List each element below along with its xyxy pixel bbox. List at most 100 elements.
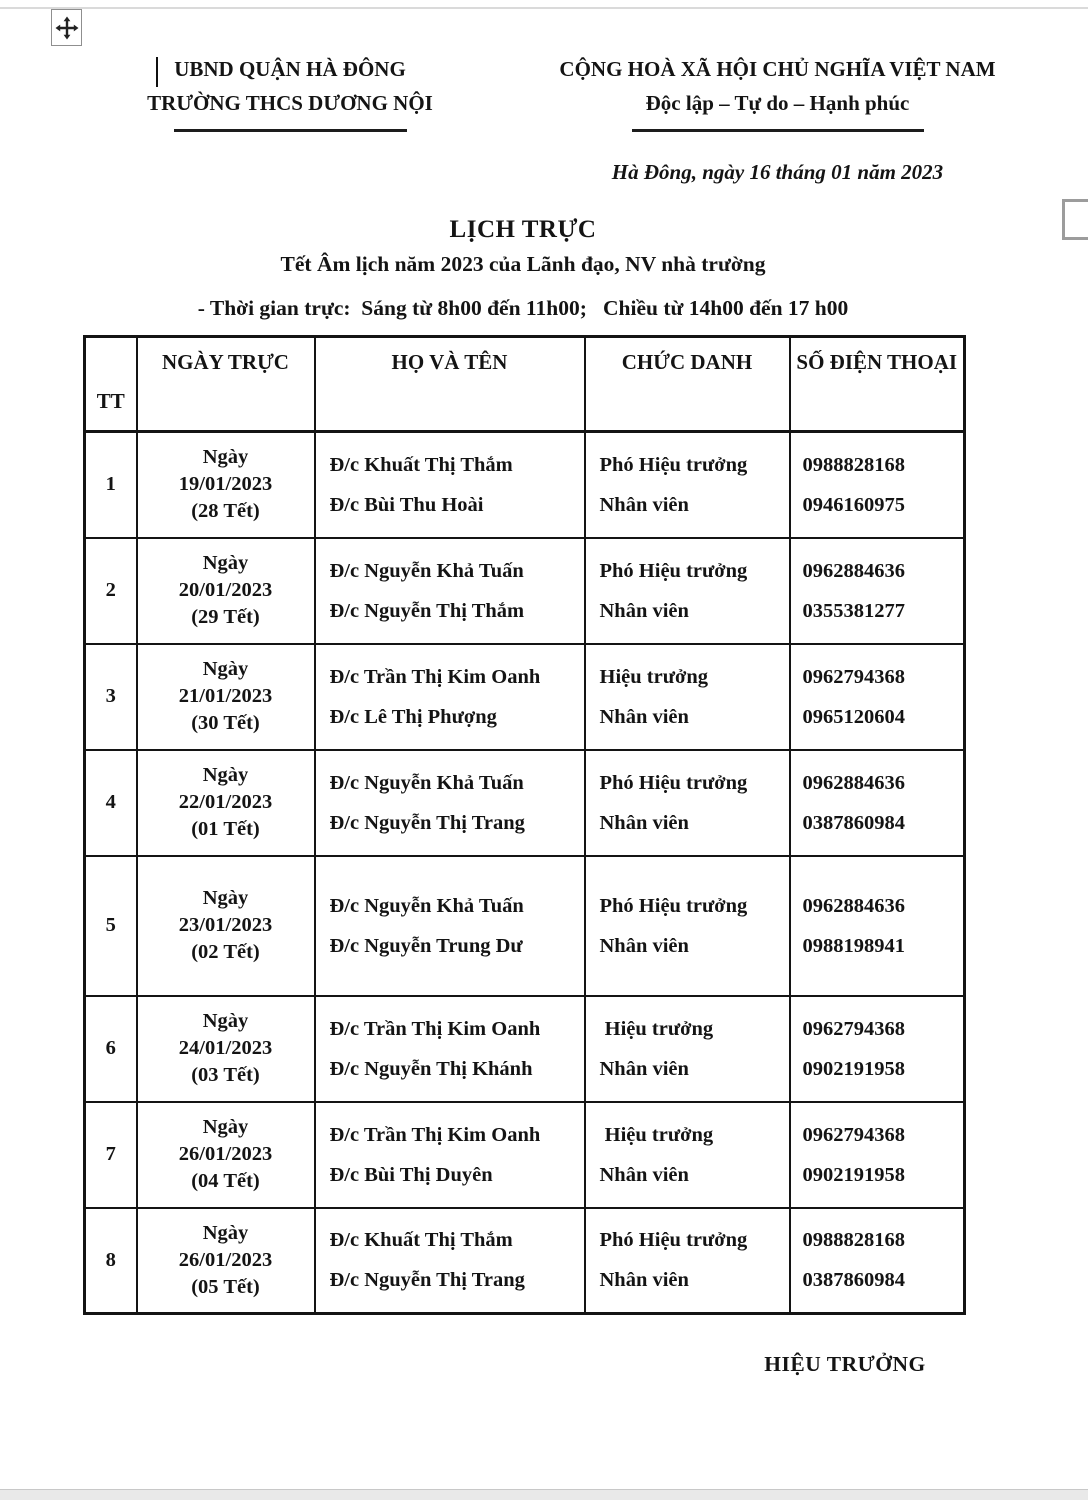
motto-underline xyxy=(631,129,924,132)
page-top-edge xyxy=(0,7,1088,9)
phone-numbers-cell-line: 0902191958 xyxy=(802,1057,906,1080)
phone-numbers-cell-line: 0902191958 xyxy=(802,1163,906,1186)
phone-numbers-cell-line: 0962794368 xyxy=(802,1123,906,1146)
duty-table-body: 1 Ngày 19/01/2023 (28 Tết) Đ/c Khuất Thị Thắ… xyxy=(83,430,966,1315)
duty-date-cell-line: 21/01/2023 xyxy=(178,685,273,707)
column-header-phone: SỐ ĐIỆN THOẠI xyxy=(788,335,966,433)
row-index-cell: 5 xyxy=(83,854,138,997)
staff-names-cell-line: Đ/c Trần Thị Kim Oanh xyxy=(329,665,541,688)
duty-date-cell-line: (29 Tết) xyxy=(191,606,260,628)
move-cross-icon xyxy=(55,16,79,40)
bottom-scroll-strip[interactable] xyxy=(0,1489,1088,1500)
duty-date-cell-line: (03 Tết) xyxy=(191,1064,260,1086)
staff-roles-cell-line: Phó Hiệu trưởng xyxy=(599,894,748,917)
table-move-handle[interactable] xyxy=(51,9,82,46)
staff-roles-cell-line: Phó Hiệu trưởng xyxy=(599,559,748,582)
staff-names-cell-line: Đ/c Nguyễn Thị Thắm xyxy=(329,599,525,622)
duty-date-cell-line: (04 Tết) xyxy=(191,1170,260,1192)
row-index-cell: 7 xyxy=(83,1100,138,1209)
table-row: 2 Ngày 20/01/2023 (29 Tết) Đ/c Nguyễn Khả Tu… xyxy=(83,536,966,645)
table-row: 5 Ngày 23/01/2023 (02 Tết) Đ/c Nguyễn Khả Tu… xyxy=(83,854,966,997)
staff-roles-cell-line: Nhân viên xyxy=(599,1057,689,1080)
staff-names-cell-line: Đ/c Trần Thị Kim Oanh xyxy=(329,1017,541,1040)
duty-date-cell: Ngày 21/01/2023 (30 Tết) xyxy=(135,642,316,751)
national-title: CỘNG HOÀ XÃ HỘI CHỦ NGHĨA VIỆT NAM xyxy=(559,57,996,81)
duty-date-cell-line: 23/01/2023 xyxy=(178,914,273,936)
org-underline xyxy=(173,129,407,132)
phone-numbers-cell-line: 0387860984 xyxy=(802,811,906,834)
staff-names-cell-line: Đ/c Lê Thị Phượng xyxy=(329,705,497,728)
staff-names-cell: Đ/c Nguyễn Khả Tuấn Đ/c Nguyễn Trung Dư xyxy=(313,854,586,997)
duty-date-cell-line: (01 Tết) xyxy=(191,818,260,840)
staff-names-cell-line: Đ/c Nguyễn Thị Trang xyxy=(329,811,525,834)
staff-roles-cell-line: Nhân viên xyxy=(599,599,689,622)
phone-numbers-cell: 0962794368 0902191958 xyxy=(788,994,966,1103)
national-motto: Độc lập – Tự do – Hạnh phúc xyxy=(645,91,910,115)
row-index-cell-line: 6 xyxy=(105,1037,116,1059)
staff-names-cell-line: Đ/c Bùi Thu Hoài xyxy=(329,493,484,516)
duty-date-cell-line: Ngày xyxy=(202,1116,249,1138)
phone-numbers-cell-line: 0962794368 xyxy=(802,665,906,688)
staff-roles-cell: Phó Hiệu trưởng Nhân viên xyxy=(583,536,791,645)
org-header-block: UBND QUẬN HÀ ĐÔNG TRƯỜNG THCS DƯƠNG NỘI xyxy=(110,52,470,132)
staff-roles-cell-line: Phó Hiệu trưởng xyxy=(599,1229,748,1252)
staff-roles-cell: Phó Hiệu trưởng Nhân viên xyxy=(583,854,791,997)
staff-roles-cell-line: Nhân viên xyxy=(599,811,689,834)
staff-names-cell-line: Đ/c Bùi Thị Duyên xyxy=(329,1163,493,1186)
duty-date-cell-line: Ngày xyxy=(202,1221,249,1244)
duty-date-cell: Ngày 20/01/2023 (29 Tết) xyxy=(135,536,316,645)
row-index-cell-line: 1 xyxy=(105,473,116,496)
staff-roles-cell: Hiệu trưởng Nhân viên xyxy=(583,1100,791,1209)
staff-roles-cell-line: Phó Hiệu trưởng xyxy=(599,771,748,794)
duty-date-cell-line: Ngày xyxy=(202,1010,249,1032)
staff-roles-cell-line: Hiệu trưởng xyxy=(599,1017,714,1040)
dateline: Hà Đông, ngày 16 tháng 01 năm 2023 xyxy=(611,160,944,184)
row-index-cell-line: 5 xyxy=(105,914,116,936)
staff-names-cell-line: Đ/c Nguyễn Thị Khánh xyxy=(329,1057,533,1080)
staff-names-cell-line: Đ/c Nguyễn Khả Tuấn xyxy=(329,771,524,794)
duty-date-cell-line: 26/01/2023 xyxy=(178,1143,273,1165)
staff-roles-cell: Phó Hiệu trưởng Nhân viên xyxy=(583,430,791,539)
staff-roles-cell-line: Nhân viên xyxy=(599,705,689,728)
margin-anchor-box xyxy=(1062,199,1088,240)
staff-names-cell-line: Đ/c Khuất Thị Thắm xyxy=(329,453,513,476)
phone-numbers-cell-line: 0962794368 xyxy=(802,1017,906,1040)
table-row: 7 Ngày 26/01/2023 (04 Tết) Đ/c Trần Thị Kim … xyxy=(83,1100,966,1209)
duty-date-cell-line: Ngày xyxy=(202,446,249,469)
phone-numbers-cell: 0962794368 0902191958 xyxy=(788,1100,966,1209)
duty-date-cell-line: (28 Tết) xyxy=(191,500,260,523)
staff-names-cell: Đ/c Nguyễn Khả Tuấn Đ/c Nguyễn Thị Thắm xyxy=(313,536,586,645)
row-index-cell: 6 xyxy=(83,994,138,1103)
duty-date-cell-line: (02 Tết) xyxy=(191,941,260,963)
phone-numbers-cell: 0988828168 0946160975 xyxy=(788,430,966,539)
row-index-cell: 8 xyxy=(83,1206,138,1315)
phone-numbers-cell-line: 0946160975 xyxy=(802,493,906,516)
row-index-cell: 1 xyxy=(83,430,138,539)
duty-date-cell-line: Ngày xyxy=(202,764,249,786)
phone-numbers-cell-line: 0387860984 xyxy=(802,1269,906,1292)
duty-date-cell-line: (30 Tết) xyxy=(191,712,260,734)
staff-roles-cell: Phó Hiệu trưởng Nhân viên xyxy=(583,748,791,857)
phone-numbers-cell-line: 0962884636 xyxy=(802,771,906,794)
staff-names-cell-line: Đ/c Nguyễn Khả Tuấn xyxy=(329,559,524,582)
duty-date-cell: Ngày 24/01/2023 (03 Tết) xyxy=(135,994,316,1103)
phone-numbers-cell: 0962884636 0387860984 xyxy=(788,748,966,857)
phone-numbers-cell: 0962884636 0355381277 xyxy=(788,536,966,645)
phone-numbers-cell: 0962884636 0988198941 xyxy=(788,854,966,997)
duty-date-cell: Ngày 22/01/2023 (01 Tết) xyxy=(135,748,316,857)
staff-names-cell: Đ/c Trần Thị Kim Oanh Đ/c Lê Thị Phượng xyxy=(313,642,586,751)
column-header-role: CHỨC DANH xyxy=(583,335,791,433)
duty-date-cell-line: 20/01/2023 xyxy=(178,579,273,601)
page-title: LỊCH TRỰC xyxy=(449,216,597,243)
row-index-cell-line: 8 xyxy=(105,1248,116,1271)
duty-date-cell-line: 19/01/2023 xyxy=(178,473,273,496)
duty-date-cell-line: 22/01/2023 xyxy=(178,791,273,813)
table-row: 3 Ngày 21/01/2023 (30 Tết) Đ/c Trần Thị Kim … xyxy=(83,642,966,751)
phone-numbers-cell-line: 0988198941 xyxy=(802,934,906,957)
row-index-cell: 4 xyxy=(83,748,138,857)
org-name-line1: UBND QUẬN HÀ ĐÔNG xyxy=(174,57,406,81)
staff-roles-cell-line: Nhân viên xyxy=(599,1163,689,1186)
signature-title: HIỆU TRƯỞNG xyxy=(764,1352,926,1376)
duty-date-cell: Ngày 19/01/2023 (28 Tết) xyxy=(135,430,316,539)
row-index-cell: 3 xyxy=(83,642,138,751)
